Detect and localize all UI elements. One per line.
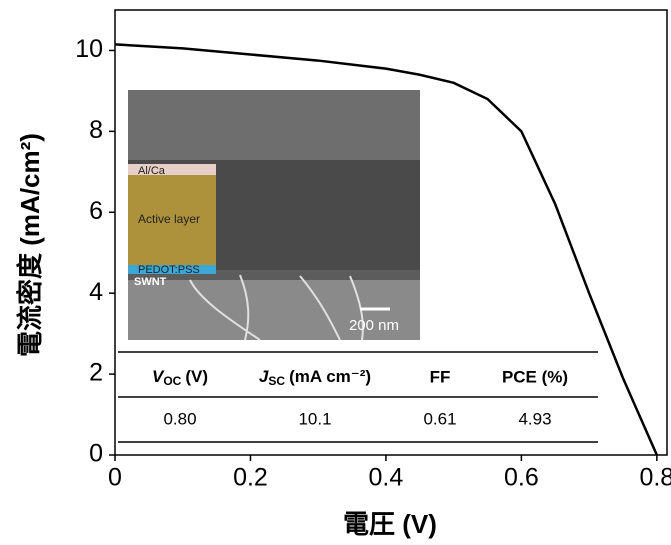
y-tick-label: 4 xyxy=(89,278,103,306)
chart: Al/Ca Active layer PEDOT:PSS SWNT 200 nm… xyxy=(0,0,671,545)
layer-label: PEDOT:PSS xyxy=(138,264,200,276)
y-tick-label: 10 xyxy=(75,35,103,63)
x-tick-label: 0.6 xyxy=(504,464,539,492)
scale-label: 200 nm xyxy=(349,317,399,334)
table-cell: 0.80 xyxy=(163,409,196,428)
layer-label: SWNT xyxy=(134,276,167,288)
header-unit: (V) xyxy=(185,367,208,386)
table-cell: 10.1 xyxy=(298,409,331,428)
table-header: PCE (%) xyxy=(502,367,568,386)
sem-top xyxy=(128,90,420,160)
y-tick-label: 8 xyxy=(89,116,103,144)
x-axis-label: 電圧 (V) xyxy=(343,509,437,539)
layer-label: Active layer xyxy=(138,212,200,226)
header-unit: (mA cm⁻²) xyxy=(289,367,371,386)
y-axis-label: 電流密度 (mA/cm²) xyxy=(15,133,45,357)
y-tick-label: 6 xyxy=(89,197,103,225)
inset-image: Al/Ca Active layer PEDOT:PSS SWNT 200 nm xyxy=(128,90,420,340)
header-sub: OC xyxy=(163,374,181,388)
table-cell: 4.93 xyxy=(518,409,551,428)
x-tick-label: 0 xyxy=(108,464,122,492)
x-tick-label: 0.4 xyxy=(369,464,404,492)
inset-table: VOC(V) JSC(mA cm⁻²) FF PCE (%) 0.80 10.1… xyxy=(118,352,598,442)
x-tick-label: 0.2 xyxy=(233,464,268,492)
layer-label: Al/Ca xyxy=(138,165,166,177)
table-header: FF xyxy=(430,367,451,386)
header-sub: SC xyxy=(268,374,285,388)
table-cell: 0.61 xyxy=(423,409,456,428)
table-header: VOC(V) xyxy=(152,367,208,388)
x-tick-label: 0.8 xyxy=(639,464,671,492)
y-tick-label: 0 xyxy=(89,440,103,468)
y-tick-label: 2 xyxy=(89,359,103,387)
table-header: JSC(mA cm⁻²) xyxy=(259,367,371,388)
